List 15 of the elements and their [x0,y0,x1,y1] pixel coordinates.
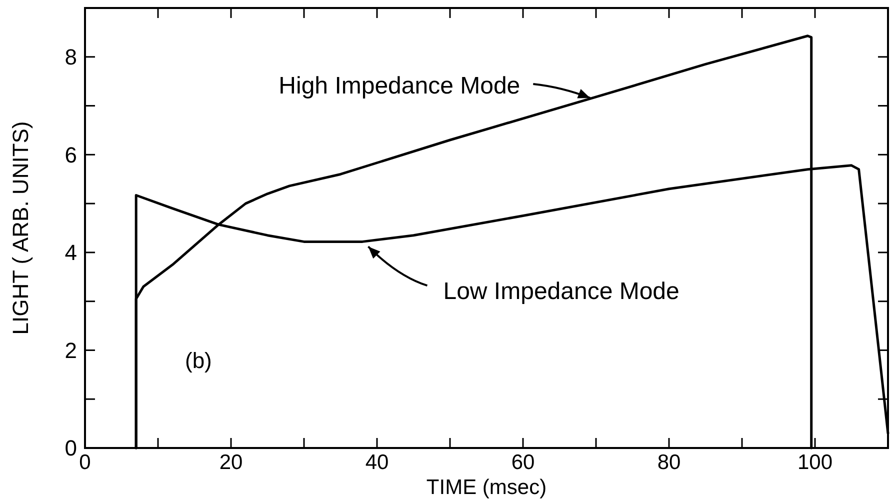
annotation: (b) [185,348,212,373]
annotation: Low Impedance Mode [443,278,680,305]
x-tick-label: 60 [511,451,535,474]
x-tick-label: 40 [365,451,389,474]
y-axis-title: LIGHT ( ARB. UNITS) [8,121,33,335]
y-tick-label: 6 [64,142,77,168]
annotation: High Impedance Mode [278,72,520,100]
x-tick-label: 20 [219,451,243,474]
x-tick-label: 80 [657,451,681,474]
y-tick-label: 2 [64,338,77,363]
x-axis-title: TIME (msec) [426,476,547,499]
y-tick-label: 4 [64,240,77,266]
y-tick-label: 8 [64,44,77,70]
x-tick-label: 0 [79,451,91,474]
x-tick-label: 100 [797,451,833,474]
